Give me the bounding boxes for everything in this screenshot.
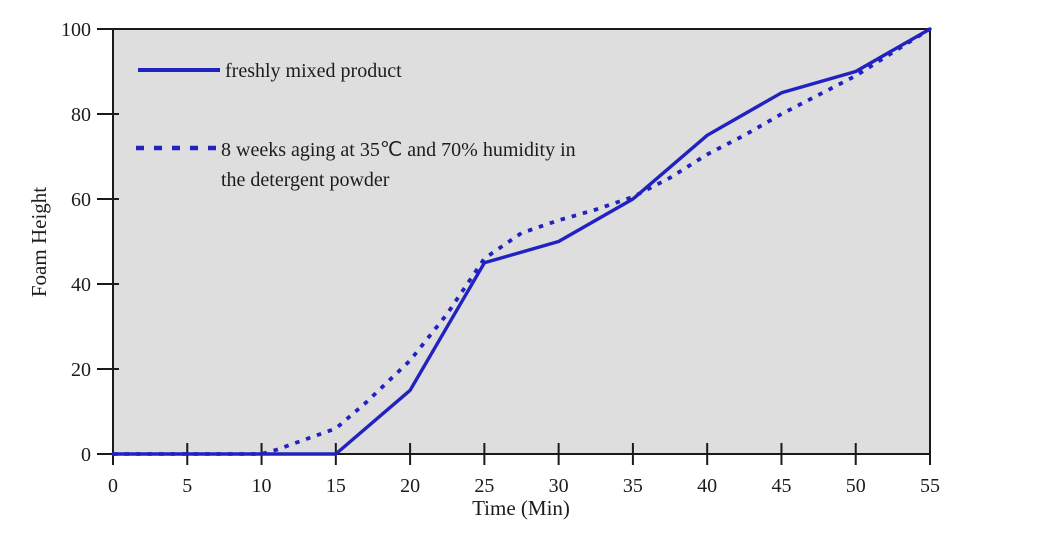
y-tick-label: 40 [71, 274, 91, 296]
x-tick-label: 20 [400, 475, 420, 497]
legend-label-aged-line1: 8 weeks aging at 35℃ and 70% humidity in [221, 139, 576, 161]
y-axis-title: Foam Height [27, 187, 51, 297]
x-tick-label: 45 [771, 475, 791, 497]
x-tick-label: 0 [108, 475, 118, 497]
data-series [111, 27, 932, 456]
x-axis-title: Time (Min) [472, 496, 570, 520]
x-tick-label: 10 [252, 475, 272, 497]
chart-legend: freshly mixed product 8 weeks aging at 3… [136, 60, 576, 191]
x-tick-label: 25 [474, 475, 494, 497]
x-tick-label: 15 [326, 475, 346, 497]
x-tick-label: 40 [697, 475, 717, 497]
x-tick-label: 5 [182, 475, 192, 497]
legend-label-freshly-mixed: freshly mixed product [225, 60, 402, 82]
x-tick-label: 55 [920, 475, 940, 497]
legend-label-aged-line2: the detergent powder [221, 169, 390, 191]
x-tick-label: 50 [846, 475, 866, 497]
series-line-dashed [113, 27, 932, 456]
y-tick-label: 80 [71, 104, 91, 126]
y-tick-label: 60 [71, 189, 91, 211]
series-line-solid [111, 27, 932, 456]
x-tick-label: 30 [549, 475, 569, 497]
plot-area-background [112, 28, 931, 455]
x-tick-label: 35 [623, 475, 643, 497]
y-tick-label: 0 [81, 444, 91, 466]
plot-area [112, 28, 931, 455]
y-tick-label: 20 [71, 359, 91, 381]
y-tick-label: 100 [61, 19, 91, 41]
axis-ticks: 0 5 10 15 20 25 30 35 40 45 50 55 0 20 40 60 80 100 [61, 19, 940, 497]
